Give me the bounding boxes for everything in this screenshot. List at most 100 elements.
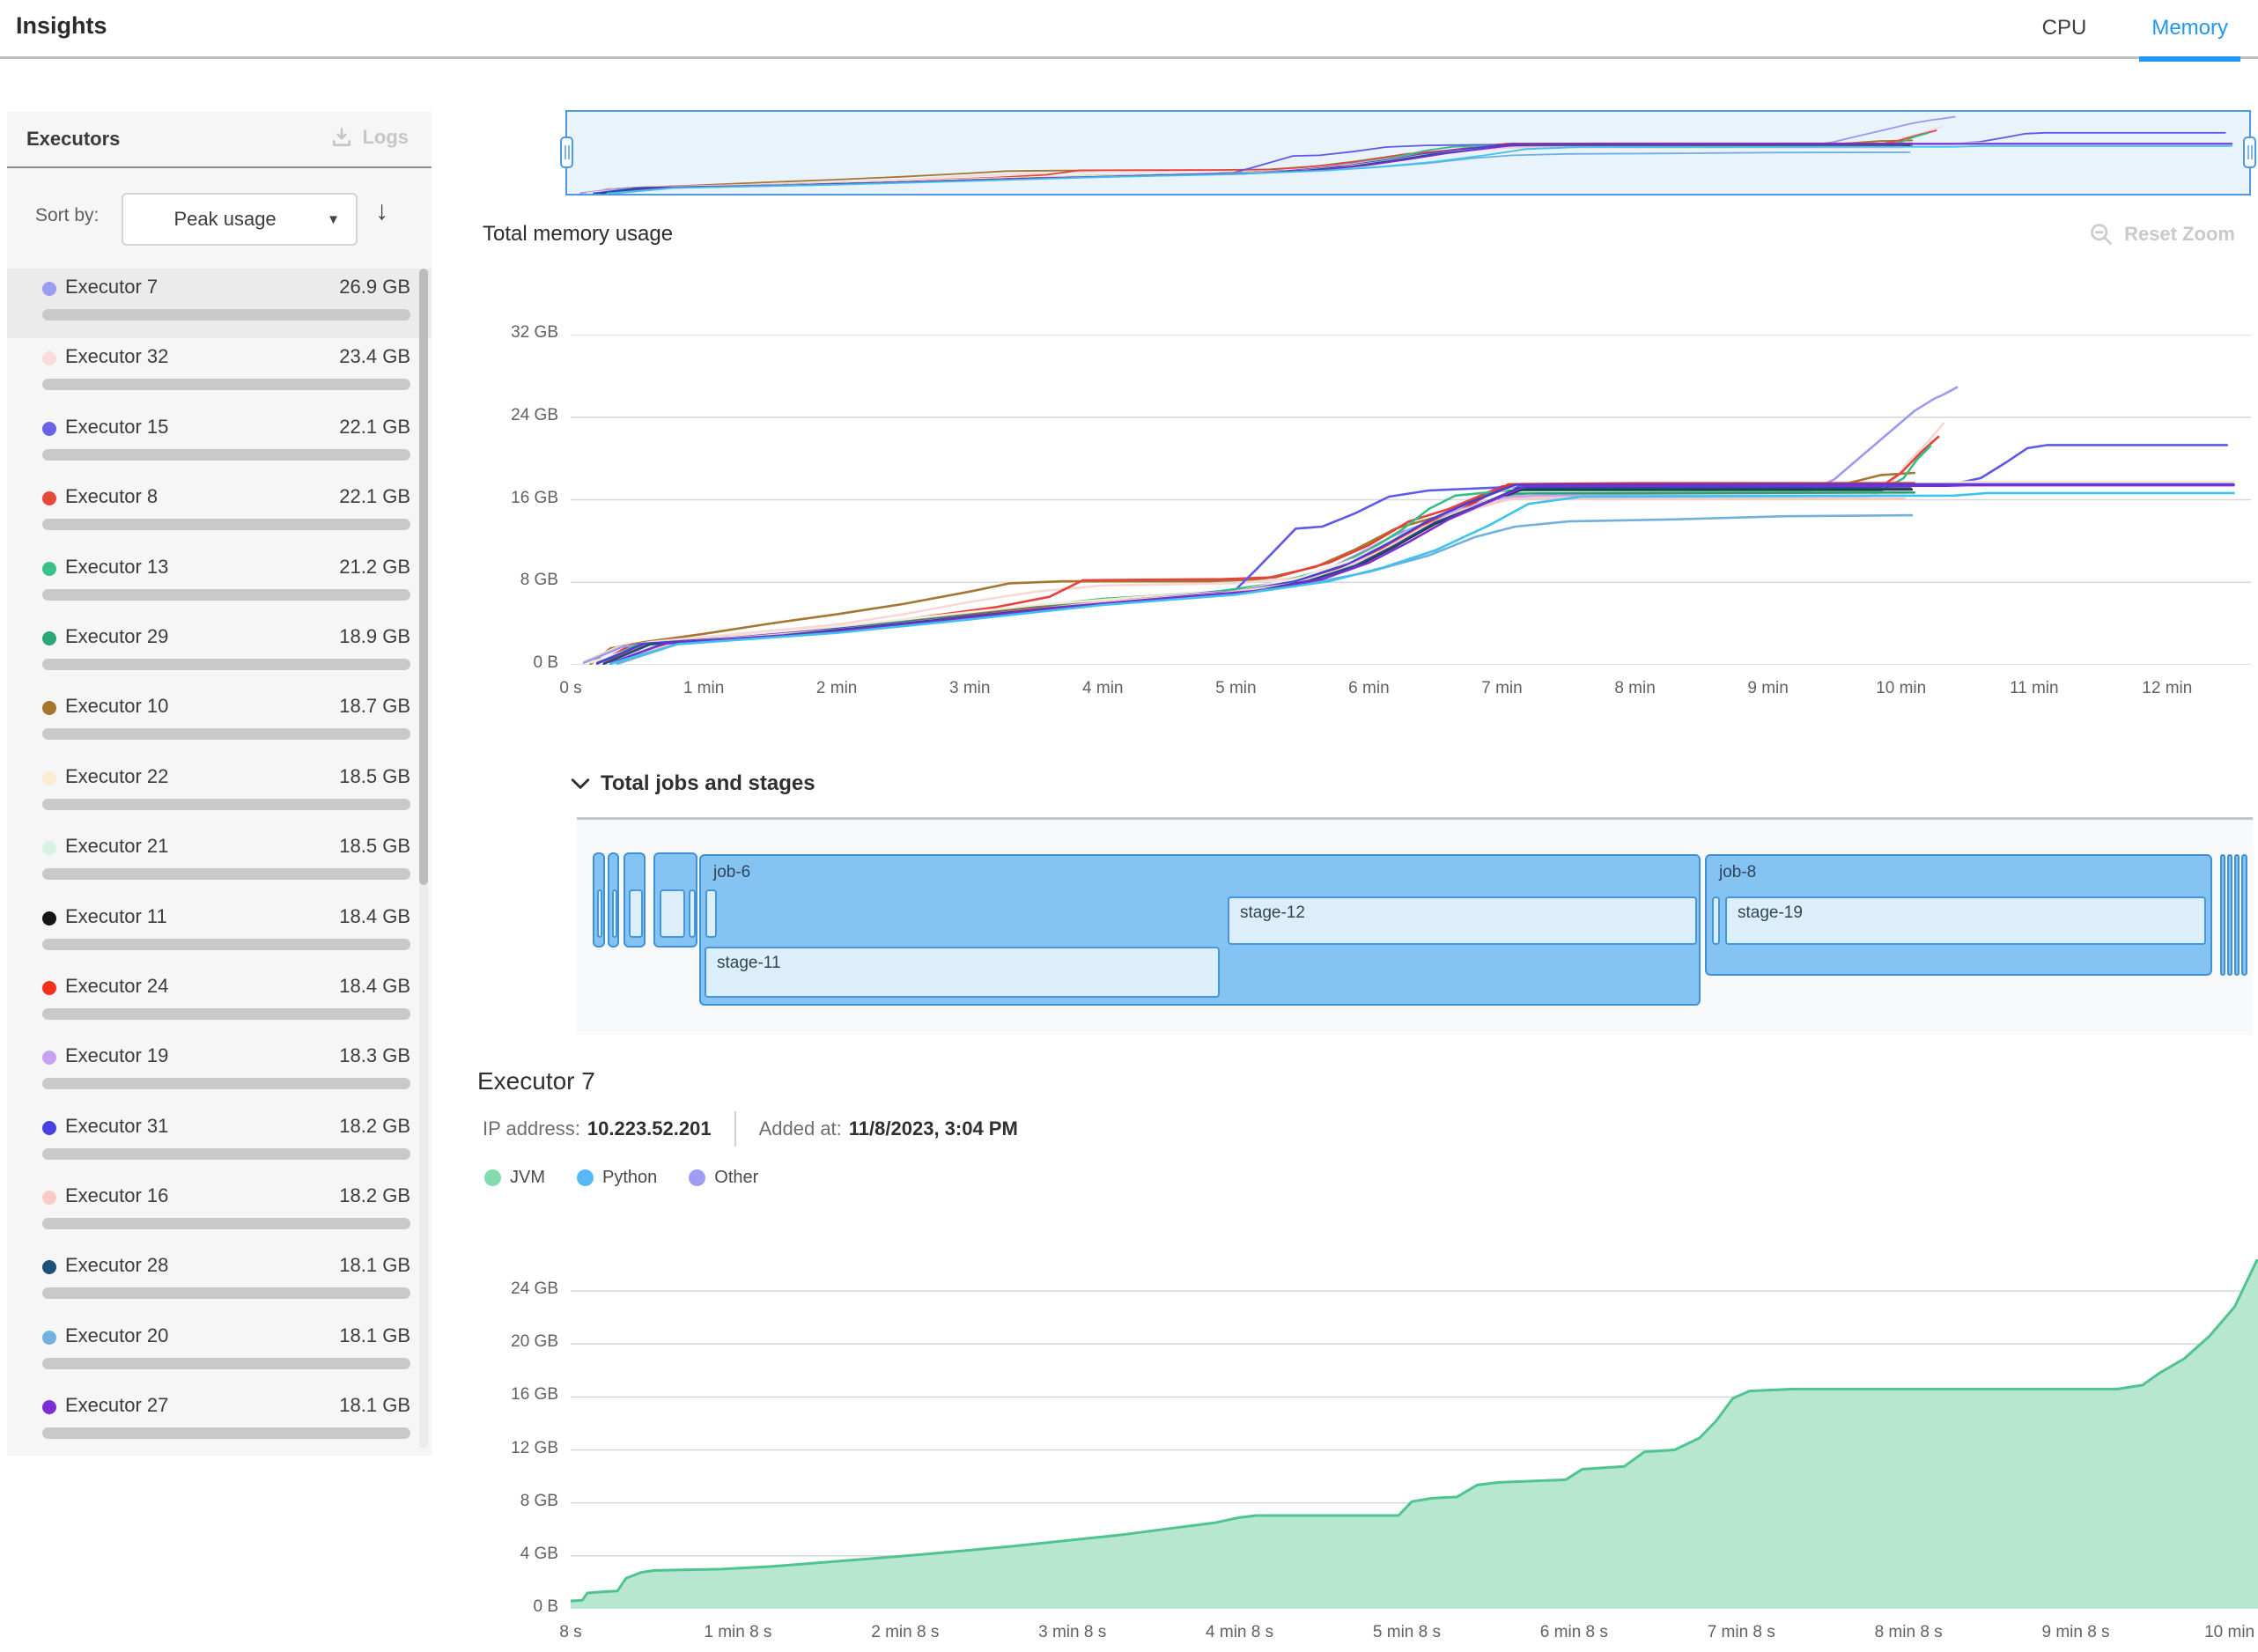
job-label: job-6: [713, 863, 751, 881]
stage-block[interactable]: [660, 889, 685, 938]
executor-name: Executor 27: [65, 1394, 169, 1417]
executor-list-item[interactable]: Executor 24 18.4 GB: [7, 968, 432, 1037]
x-axis-tick: 10 min 8 s: [2204, 1623, 2258, 1641]
scrollbar-thumb[interactable]: [419, 269, 428, 885]
executor-usage-bar: [42, 868, 410, 881]
executor-color-dot: [42, 1260, 56, 1275]
executor-list-item[interactable]: Executor 28 18.1 GB: [7, 1247, 432, 1316]
executor-color-dot: [42, 1051, 56, 1066]
executor-list-item[interactable]: Executor 29 18.9 GB: [7, 618, 432, 688]
legend-item-other[interactable]: Other: [689, 1168, 758, 1188]
executor-list-item[interactable]: Executor 31 18.2 GB: [7, 1108, 432, 1177]
executor-peak-value: 18.5 GB: [339, 835, 410, 858]
executor-peak-value: 18.9 GB: [339, 624, 410, 647]
executor-list-item[interactable]: Executor 22 18.5 GB: [7, 758, 432, 828]
x-axis-tick: 7 min 8 s: [1707, 1623, 1775, 1641]
grip-icon: [2247, 145, 2253, 159]
y-axis-tick: 12 GB: [511, 1438, 558, 1457]
divider: [734, 1111, 736, 1147]
executor-list-item[interactable]: Executor 13 21.2 GB: [7, 549, 432, 618]
x-axis-tick: 1 min: [683, 679, 725, 697]
executor7-memory-chart[interactable]: 0 B 4 GB 8 GB 12 GB 16 GB 20 GB 24 GB 8 s 1 min …: [458, 1259, 2258, 1652]
executor-list-item[interactable]: Executor 11 18.4 GB: [7, 898, 432, 968]
zoom-brush[interactable]: [560, 110, 2256, 195]
stage-label: stage-19: [1738, 903, 1803, 922]
job-block[interactable]: [2227, 854, 2232, 976]
executor-name: Executor 31: [65, 1114, 169, 1137]
executor-peak-value: 18.4 GB: [339, 904, 410, 927]
executor-list-item[interactable]: Executor 32 23.4 GB: [7, 338, 432, 408]
x-axis-tick: 5 min: [1215, 679, 1257, 697]
sort-by-label: Sort by:: [35, 205, 100, 225]
legend-item-jvm[interactable]: JVM: [484, 1168, 545, 1188]
executor-list-item[interactable]: Executor 20 18.1 GB: [7, 1317, 432, 1387]
stage-block-stage-12[interactable]: stage-12: [1228, 896, 1697, 945]
executor-color-dot: [42, 351, 56, 366]
tab-bar: CPU Memory: [2030, 0, 2240, 62]
added-value: 11/8/2023, 3:04 PM: [848, 1117, 1018, 1139]
executor-list-item[interactable]: Executor 7 26.9 GB: [7, 269, 432, 339]
sort-row: Sort by: Peak usage ▼ ↓: [7, 168, 432, 270]
tab-memory[interactable]: Memory: [2139, 0, 2240, 62]
sort-direction-button[interactable]: ↓: [375, 196, 388, 225]
job-block[interactable]: [653, 852, 697, 948]
job-block[interactable]: [624, 852, 646, 948]
job-block-job-8[interactable]: job-8 stage-19: [1705, 854, 2212, 976]
x-axis-tick: 12 min: [2142, 679, 2193, 697]
brush-handle-left[interactable]: [560, 136, 573, 168]
executor-peak-value: 18.2 GB: [339, 1114, 410, 1137]
stage-block[interactable]: [597, 889, 602, 938]
sort-select[interactable]: Peak usage ▼: [122, 193, 358, 246]
stage-block[interactable]: [705, 889, 717, 938]
executors-header: Executors Logs: [7, 112, 432, 168]
executor-list-item[interactable]: Executor 21 18.5 GB: [7, 828, 432, 897]
executor-usage-bar: [42, 519, 410, 531]
stage-block[interactable]: [629, 889, 643, 938]
executor-name: Executor 13: [65, 555, 169, 578]
reset-zoom-button[interactable]: Reset Zoom: [2089, 222, 2235, 247]
executor-list-item[interactable]: Executor 27 18.1 GB: [7, 1387, 432, 1456]
executor-list-item[interactable]: Executor 8 22.1 GB: [7, 478, 432, 548]
executor-list-item[interactable]: Executor 16 18.2 GB: [7, 1177, 432, 1247]
legend-item-python[interactable]: Python: [577, 1168, 657, 1188]
executor-list-item[interactable]: Executor 19 18.3 GB: [7, 1037, 432, 1107]
page-title: Insights: [16, 12, 107, 39]
executor-name: Executor 28: [65, 1254, 169, 1277]
job-block[interactable]: [608, 852, 619, 948]
y-axis-tick: 24 GB: [511, 405, 558, 424]
x-axis-tick: 7 min: [1481, 679, 1523, 697]
x-axis-tick: 3 min: [948, 679, 991, 697]
stage-block[interactable]: [612, 889, 617, 938]
executor-name: Executor 16: [65, 1184, 169, 1207]
brush-handle-right[interactable]: [2243, 136, 2256, 168]
stage-block-stage-19[interactable]: stage-19: [1725, 896, 2206, 945]
executor-color-dot: [42, 980, 56, 995]
jobs-section-toggle[interactable]: Total jobs and stages: [571, 771, 815, 796]
logs-button[interactable]: Logs: [330, 126, 409, 149]
executor-color-dot: [42, 1330, 56, 1345]
executor-list-item[interactable]: Executor 10 18.7 GB: [7, 688, 432, 757]
stage-block-stage-11[interactable]: stage-11: [705, 947, 1220, 998]
tab-cpu[interactable]: CPU: [2041, 16, 2087, 40]
executor-list-item[interactable]: Executor 15 22.1 GB: [7, 409, 432, 478]
executor-peak-value: 22.1 GB: [339, 485, 410, 508]
executor-color-dot: [42, 771, 56, 785]
x-axis-tick: 2 min: [815, 679, 858, 697]
y-axis-tick: 4 GB: [520, 1544, 558, 1563]
job-block[interactable]: [2220, 854, 2225, 976]
executors-panel: Executors Logs Sort by: Peak usage ▼ ↓ E…: [7, 112, 432, 1456]
executor-usage-bar: [42, 309, 410, 321]
added-label: Added at:: [758, 1117, 842, 1139]
executor-color-dot: [42, 631, 56, 645]
job-block[interactable]: [593, 852, 605, 948]
job-block-job-6[interactable]: job-6 stage-11 stage-12: [699, 854, 1701, 1006]
executor-color-dot: [42, 561, 56, 576]
stage-block[interactable]: [1712, 896, 1720, 945]
stage-block[interactable]: [689, 889, 696, 938]
x-axis-tick: 5 min 8 s: [1372, 1623, 1441, 1641]
job-block[interactable]: [2241, 854, 2247, 976]
job-block[interactable]: [2234, 854, 2240, 976]
executor-peak-value: 18.3 GB: [339, 1044, 410, 1067]
total-memory-chart[interactable]: 0 B 8 GB 16 GB 24 GB 32 GB 0 s 1 min 2 min 3 min…: [483, 323, 2251, 731]
